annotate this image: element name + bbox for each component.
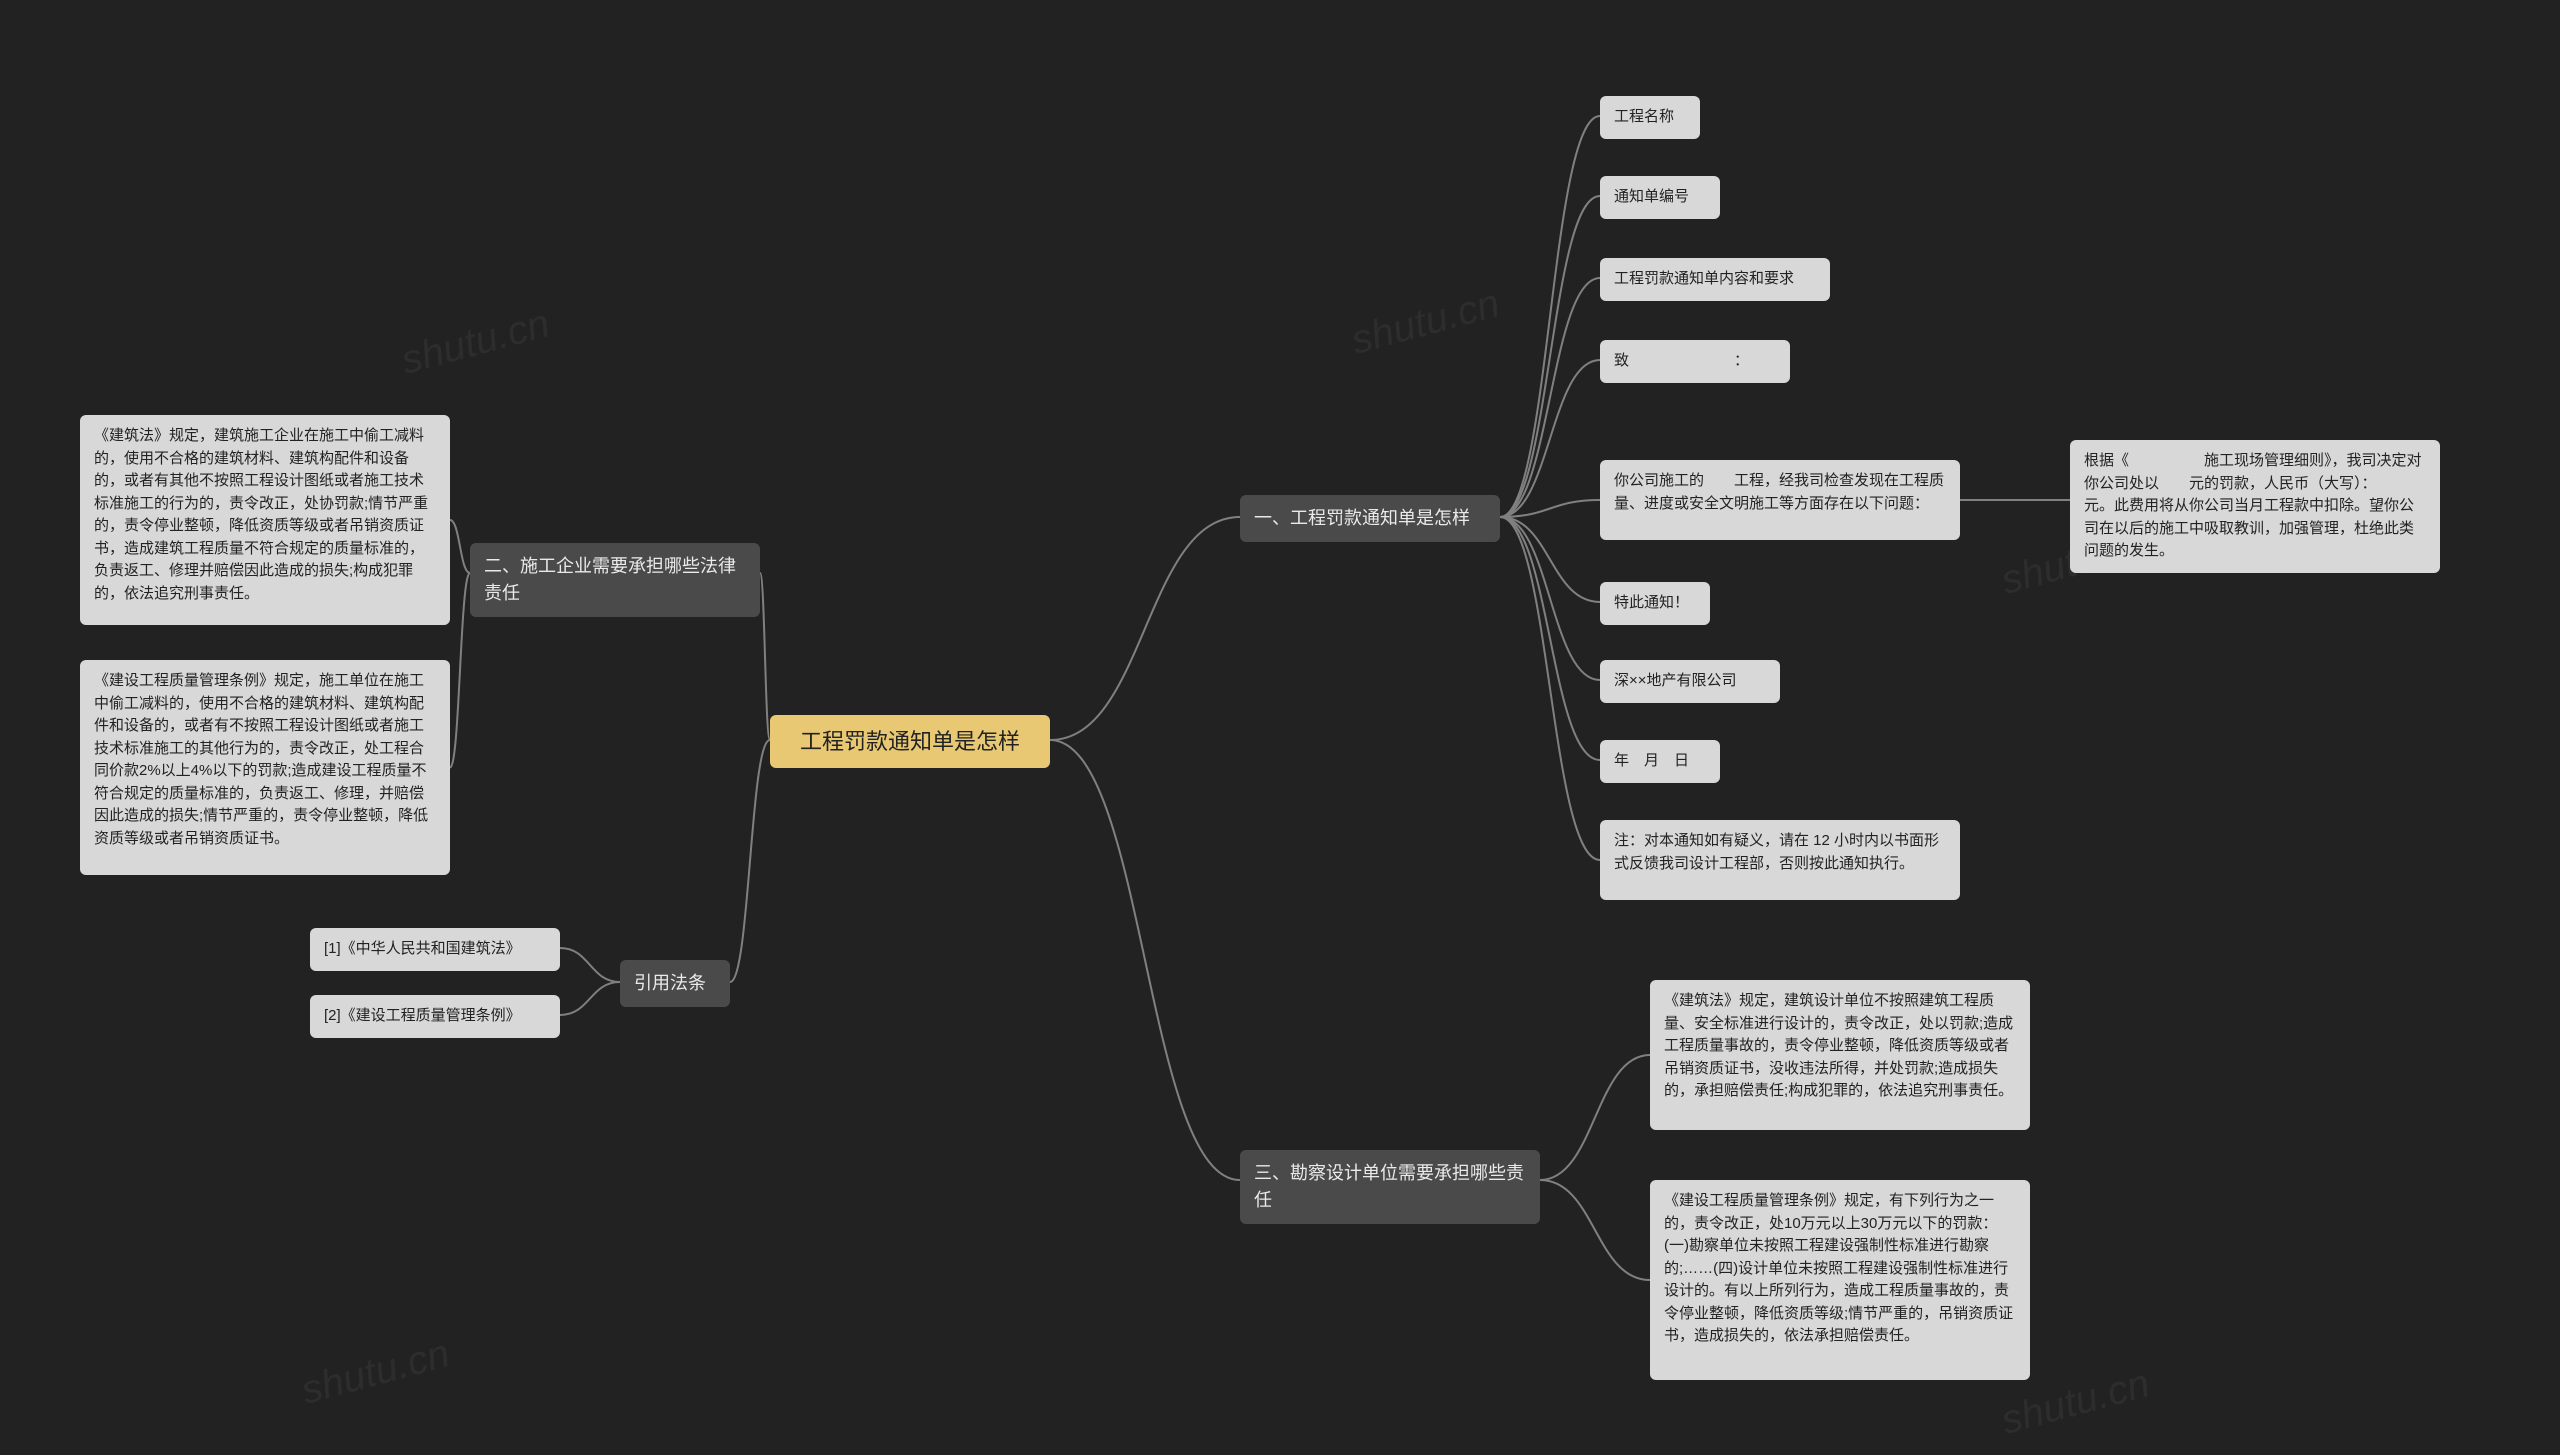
leaf-b2c2[interactable]: 《建设工程质量管理条例》规定，施工单位在施工中偷工减料的，使用不合格的建筑材料、… — [80, 660, 450, 875]
edge — [450, 520, 470, 573]
leaf-b2c1[interactable]: 《建筑法》规定，建筑施工企业在施工中偷工减料的，使用不合格的建筑材料、建筑构配件… — [80, 415, 450, 625]
edge — [450, 573, 470, 768]
leaf-b1c2[interactable]: 通知单编号 — [1600, 176, 1720, 219]
leaf-b1c5[interactable]: 你公司施工的 工程，经我司检查发现在工程质量、进度或安全文明施工等方面存在以下问… — [1600, 460, 1960, 540]
edge — [1540, 1180, 1650, 1280]
edge — [1500, 517, 1600, 760]
edge — [1500, 116, 1600, 517]
edge — [560, 982, 620, 1015]
mindmap-canvas: shutu.cn shutu.cn shutu.cn shutu.cn shut… — [0, 0, 2560, 1455]
edge — [1050, 740, 1240, 1180]
branch-b3[interactable]: 三、勘察设计单位需要承担哪些责任 — [1240, 1150, 1540, 1224]
edge — [1540, 1055, 1650, 1180]
leaf-b3c1[interactable]: 《建筑法》规定，建筑设计单位不按照建筑工程质量、安全标准进行设计的，责令改正，处… — [1650, 980, 2030, 1130]
watermark: shutu.cn — [297, 1331, 455, 1414]
root-node[interactable]: 工程罚款通知单是怎样 — [770, 715, 1050, 768]
leaf-b1c1[interactable]: 工程名称 — [1600, 96, 1700, 139]
leaf-b1c8[interactable]: 年 月 日 — [1600, 740, 1720, 783]
edge — [1500, 500, 1600, 517]
leaf-b1c6[interactable]: 特此通知！ — [1600, 582, 1710, 625]
leaf-b1c4[interactable]: 致 ： — [1600, 340, 1790, 383]
edge — [1500, 517, 1600, 602]
leaf-b1c9[interactable]: 注：对本通知如有疑义，请在 12 小时内以书面形式反馈我司设计工程部，否则按此通… — [1600, 820, 1960, 900]
leaf-b1c3[interactable]: 工程罚款通知单内容和要求 — [1600, 258, 1830, 301]
watermark: shutu.cn — [397, 301, 555, 384]
branch-b2[interactable]: 二、施工企业需要承担哪些法律责任 — [470, 543, 760, 617]
edge — [1500, 360, 1600, 517]
edge — [560, 948, 620, 982]
edge — [760, 573, 770, 740]
leaf-b3c2[interactable]: 《建设工程质量管理条例》规定，有下列行为之一的，责令改正，处10万元以上30万元… — [1650, 1180, 2030, 1380]
watermark: shutu.cn — [1347, 281, 1505, 364]
leaf-b1c5a[interactable]: 根据《 施工现场管理细则》，我司决定对你公司处以 元的罚款，人民币（大写）： 元… — [2070, 440, 2440, 573]
branch-b1[interactable]: 一、工程罚款通知单是怎样 — [1240, 495, 1500, 542]
edge — [1050, 517, 1240, 740]
branch-b4[interactable]: 引用法条 — [620, 960, 730, 1007]
leaf-b1c7[interactable]: 深××地产有限公司 — [1600, 660, 1780, 703]
edge — [1500, 278, 1600, 517]
leaf-b4c1[interactable]: [1]《中华人民共和国建筑法》 — [310, 928, 560, 971]
edge — [1500, 196, 1600, 517]
edge — [1500, 517, 1600, 680]
edge — [730, 740, 770, 982]
edge — [1500, 517, 1600, 860]
leaf-b4c2[interactable]: [2]《建设工程质量管理条例》 — [310, 995, 560, 1038]
